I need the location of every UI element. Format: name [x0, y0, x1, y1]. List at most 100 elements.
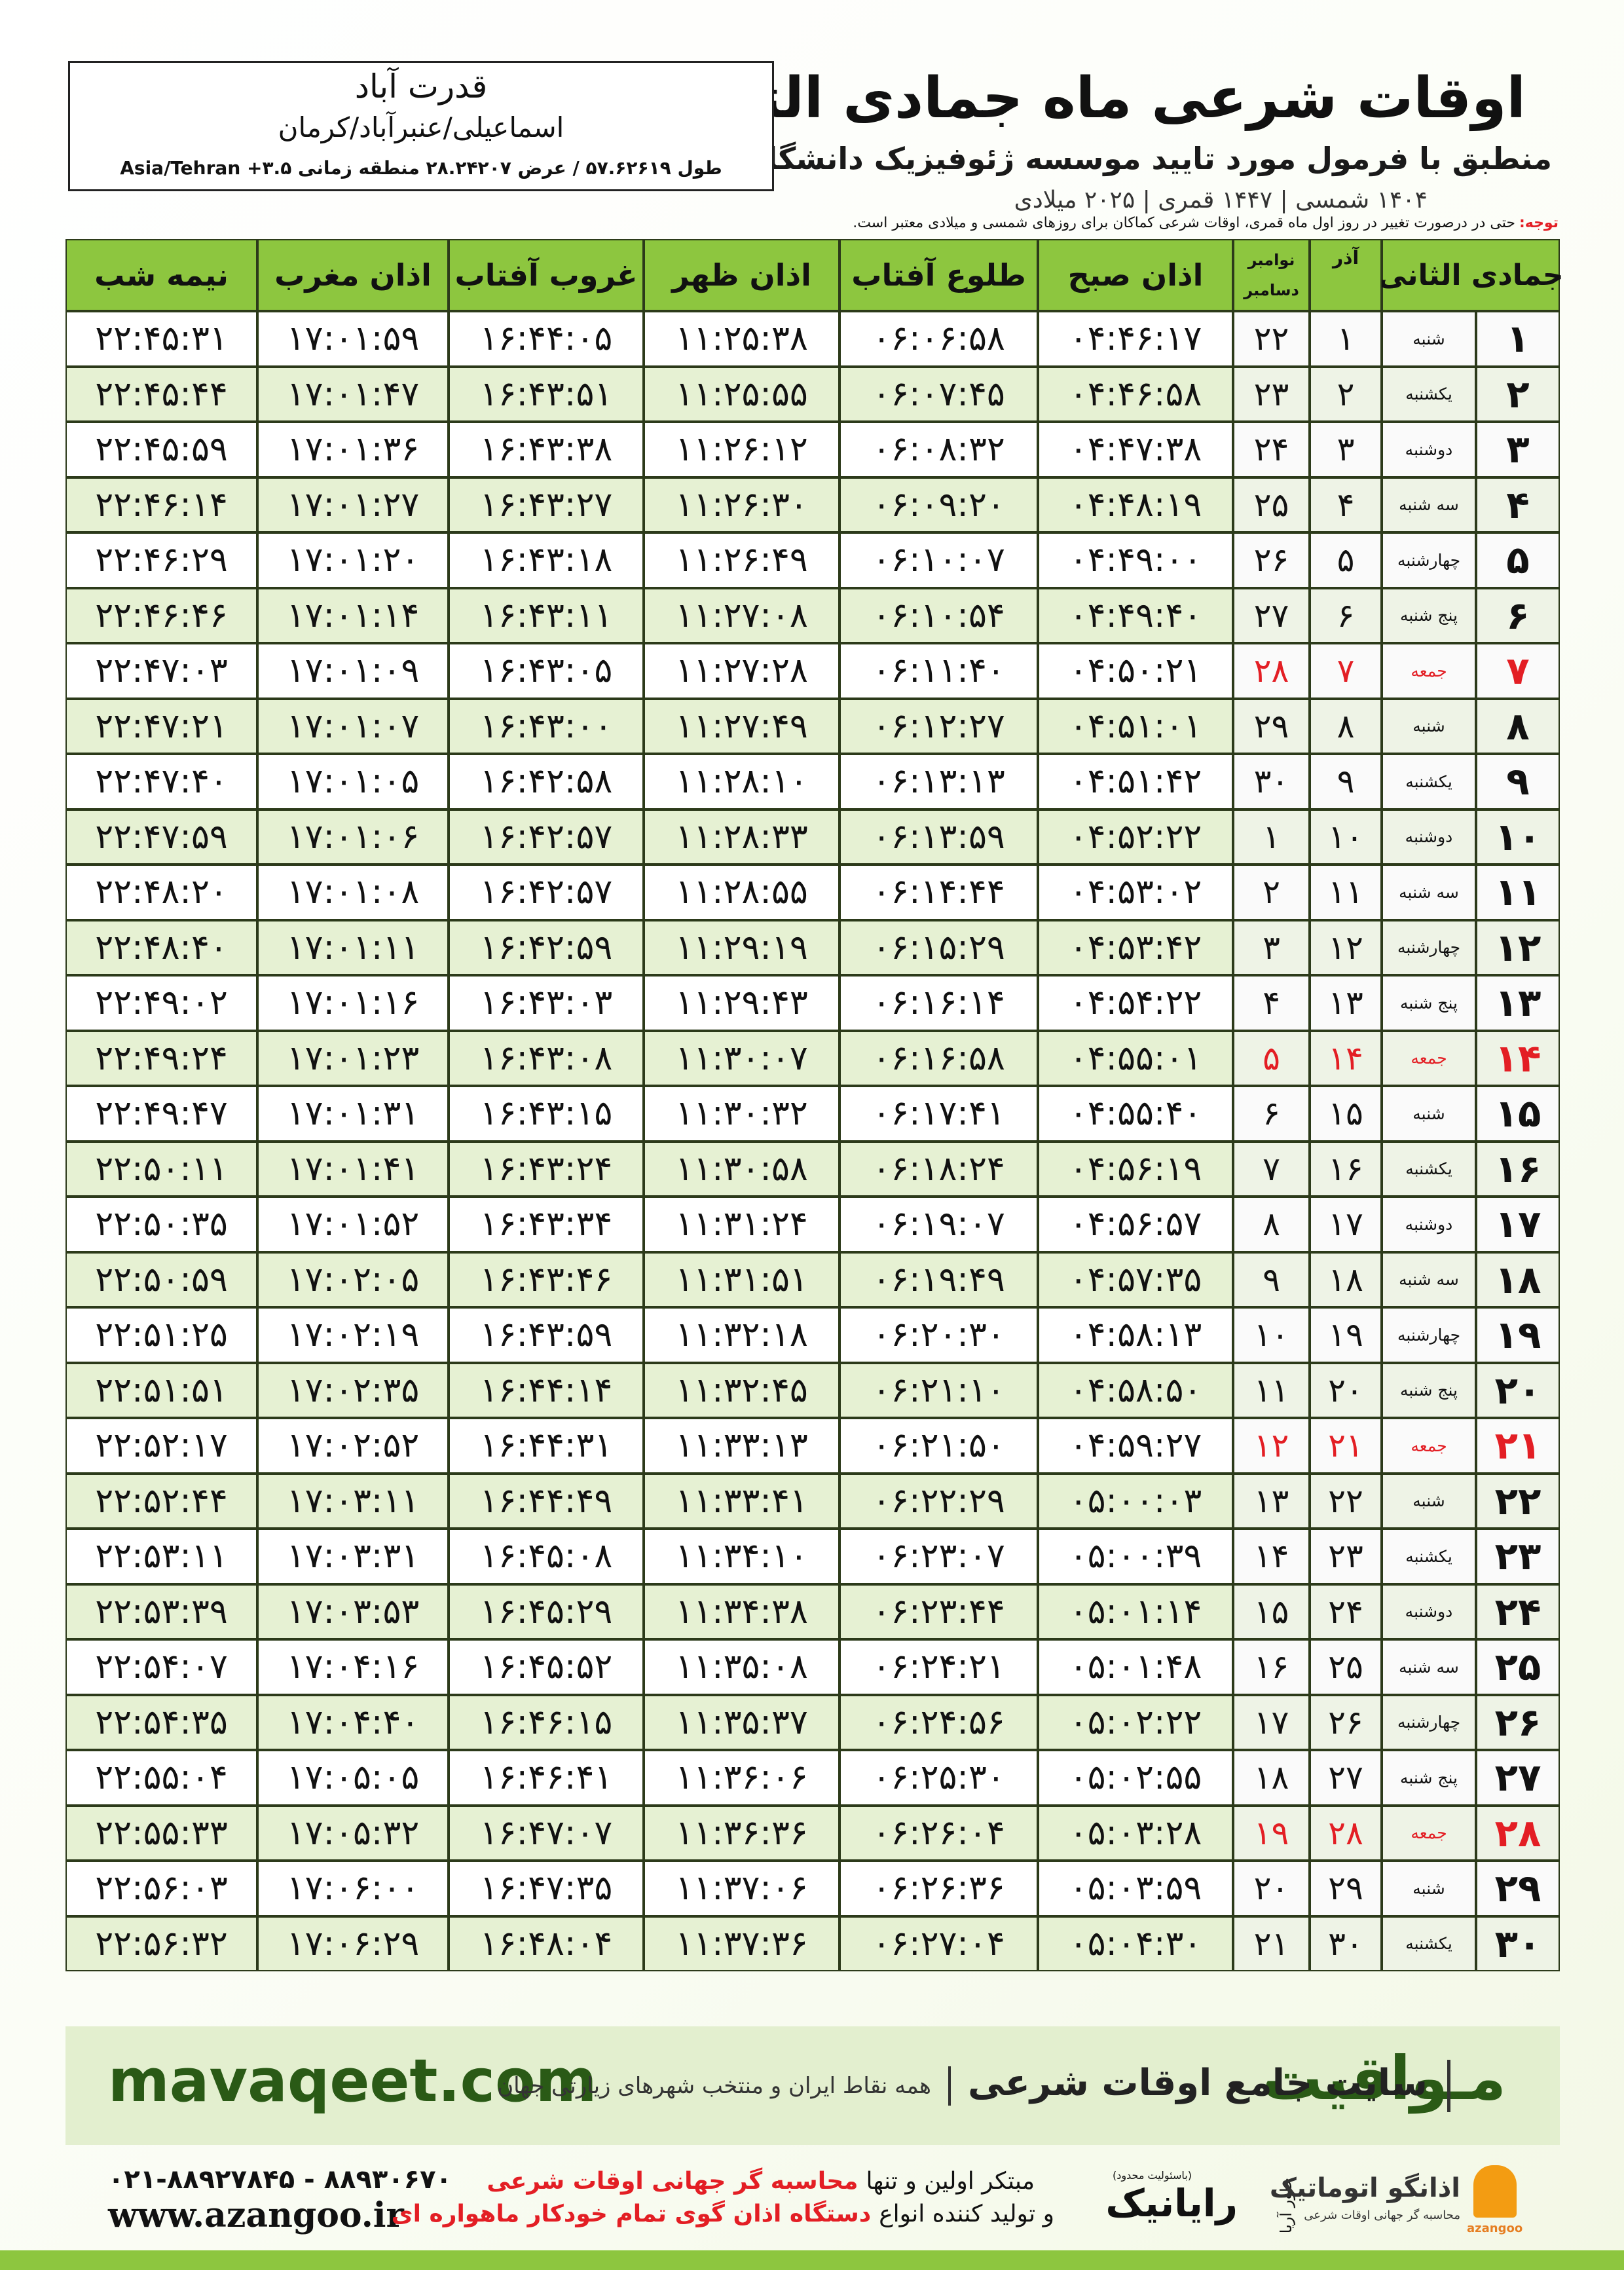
azar-day: ۲۷: [1310, 1750, 1382, 1806]
azar-day: ۱۴: [1310, 1030, 1382, 1086]
midnight: ۲۲:۴۹:۰۲: [65, 975, 257, 1031]
azar-day: ۱۰: [1310, 809, 1382, 865]
gregorian-day: ۱۳: [1233, 1473, 1310, 1529]
day: ۳۰: [1476, 1916, 1560, 1971]
sunrise: ۰۶:۲۳:۰۷: [840, 1529, 1038, 1584]
fajr: ۰۴:۵۵:۴۰: [1038, 1086, 1233, 1142]
fajr: ۰۴:۵۹:۲۷: [1038, 1418, 1233, 1474]
azar-day: ۲۹: [1310, 1861, 1382, 1916]
day: ۷: [1476, 643, 1560, 699]
gregorian-day: ۱۵: [1233, 1584, 1310, 1639]
fajr: ۰۴:۵۱:۴۲: [1038, 754, 1233, 809]
header-gregorian-bottom: دسامبر: [1244, 281, 1299, 299]
midnight: ۲۲:۵۲:۴۴: [65, 1473, 257, 1529]
dhuhr: ۱۱:۳۷:۰۶: [644, 1861, 840, 1916]
weekday: شنبه: [1382, 1861, 1476, 1916]
azar-day: ۳۰: [1310, 1916, 1382, 1971]
day: ۲۶: [1476, 1694, 1560, 1750]
sunset: ۱۶:۴۳:۳۸: [449, 422, 644, 477]
gregorian-day: ۱۷: [1233, 1694, 1310, 1750]
azar-day: ۹: [1310, 754, 1382, 809]
sunset: ۱۶:۴۶:۴۱: [449, 1750, 644, 1806]
maghrib: ۱۷:۰۴:۴۰: [257, 1694, 449, 1750]
sunset: ۱۶:۴۷:۰۷: [449, 1805, 644, 1861]
banner-sep: [1447, 2060, 1450, 2112]
weekday: یکشنبه: [1382, 1141, 1476, 1197]
day: ۵: [1476, 532, 1560, 588]
sunrise: ۰۶:۱۰:۵۴: [840, 587, 1038, 643]
weekday: دوشنبه: [1382, 1197, 1476, 1252]
day: ۸: [1476, 698, 1560, 754]
tagline-2-red: دستگاه اذان گوی تمام خودکار ماهواره ای: [391, 2201, 872, 2227]
fajr: ۰۵:۰۳:۵۹: [1038, 1861, 1233, 1916]
maghrib: ۱۷:۰۳:۳۱: [257, 1529, 449, 1584]
day: ۲۸: [1476, 1805, 1560, 1861]
azar-day: ۲۳: [1310, 1529, 1382, 1584]
fajr: ۰۵:۰۳:۲۸: [1038, 1805, 1233, 1861]
banner: [65, 2026, 1560, 2145]
sunset: ۱۶:۴۳:۰۰: [449, 698, 644, 754]
azar-day: ۱: [1310, 311, 1382, 367]
dhuhr: ۱۱:۲۷:۴۹: [644, 698, 840, 754]
sunrise: ۰۶:۰۸:۳۲: [840, 422, 1038, 477]
azar-day: ۱۱: [1310, 865, 1382, 920]
gregorian-day: ۲۴: [1233, 422, 1310, 477]
sunrise: ۰۶:۱۹:۰۷: [840, 1197, 1038, 1252]
sunset: ۱۶:۴۳:۲۴: [449, 1141, 644, 1197]
header-time: اذان مغرب: [257, 239, 449, 311]
dhuhr: ۱۱:۲۷:۲۸: [644, 643, 840, 699]
maghrib: ۱۷:۰۵:۰۵: [257, 1750, 449, 1806]
sunrise: ۰۶:۲۰:۳۰: [840, 1307, 1038, 1363]
sunrise: ۰۶:۰۶:۵۸: [840, 311, 1038, 367]
maghrib: ۱۷:۰۱:۲۰: [257, 532, 449, 588]
sunrise: ۰۶:۲۵:۳۰: [840, 1750, 1038, 1806]
gregorian-day: ۹: [1233, 1252, 1310, 1307]
fajr: ۰۴:۵۱:۰۱: [1038, 698, 1233, 754]
weekday: یکشنبه: [1382, 366, 1476, 422]
dhuhr: ۱۱:۳۴:۱۰: [644, 1529, 840, 1584]
maghrib: ۱۷:۰۱:۵۲: [257, 1197, 449, 1252]
header-gregorian-top: نوامبر: [1247, 251, 1295, 269]
gregorian-day: ۱۴: [1233, 1529, 1310, 1584]
midnight: ۲۲:۵۰:۱۱: [65, 1141, 257, 1197]
sunset: ۱۶:۴۶:۱۵: [449, 1694, 644, 1750]
sunrise: ۰۶:۱۰:۰۷: [840, 532, 1038, 588]
fajr: ۰۴:۴۶:۵۸: [1038, 366, 1233, 422]
midnight: ۲۲:۴۶:۴۶: [65, 587, 257, 643]
fajr: ۰۴:۵۳:۰۲: [1038, 865, 1233, 920]
day: ۱: [1476, 311, 1560, 367]
midnight: ۲۲:۴۵:۴۴: [65, 366, 257, 422]
gregorian-day: ۲۵: [1233, 477, 1310, 532]
dhuhr: ۱۱:۳۳:۱۳: [644, 1418, 840, 1474]
sunrise: ۰۶:۱۶:۱۴: [840, 975, 1038, 1031]
azar-day: ۱۷: [1310, 1197, 1382, 1252]
midnight: ۲۲:۴۸:۴۰: [65, 920, 257, 975]
midnight: ۲۲:۵۱:۲۵: [65, 1307, 257, 1363]
day: ۳: [1476, 422, 1560, 477]
midnight: ۲۲:۴۹:۴۷: [65, 1086, 257, 1142]
midnight: ۲۲:۵۵:۳۳: [65, 1805, 257, 1861]
azar-day: ۲۶: [1310, 1694, 1382, 1750]
fajr: ۰۴:۴۹:۴۰: [1038, 587, 1233, 643]
weekday: پنج شنبه: [1382, 975, 1476, 1031]
note-text: حتی در درصورت تغییر در روز اول ماه قمری،…: [853, 215, 1515, 231]
weekday: جمعه: [1382, 1418, 1476, 1474]
gregorian-day: ۳۰: [1233, 754, 1310, 809]
tagline-1: مبتکر اولین و تنها محاسبه گر جهانی اوقات …: [487, 2168, 1035, 2195]
azar-day: ۲۴: [1310, 1584, 1382, 1639]
azar-day: ۱۲: [1310, 920, 1382, 975]
header-time: اذان صبح: [1038, 239, 1233, 311]
weekday: سه شنبه: [1382, 477, 1476, 532]
azar-day: ۱۳: [1310, 975, 1382, 1031]
subtitle: منطبق با فرمول مورد تایید موسسه ژئوفیزیک…: [652, 141, 1552, 176]
maghrib: ۱۷:۰۱:۲۳: [257, 1030, 449, 1086]
midnight: ۲۲:۵۴:۰۷: [65, 1639, 257, 1695]
sunrise: ۰۶:۰۷:۴۵: [840, 366, 1038, 422]
azar-day: ۸: [1310, 698, 1382, 754]
weekday: سه شنبه: [1382, 1252, 1476, 1307]
gregorian-day: ۲۳: [1233, 366, 1310, 422]
midnight: ۲۲:۵۴:۳۵: [65, 1694, 257, 1750]
maghrib: ۱۷:۰۱:۳۱: [257, 1086, 449, 1142]
weekday: شنبه: [1382, 311, 1476, 367]
